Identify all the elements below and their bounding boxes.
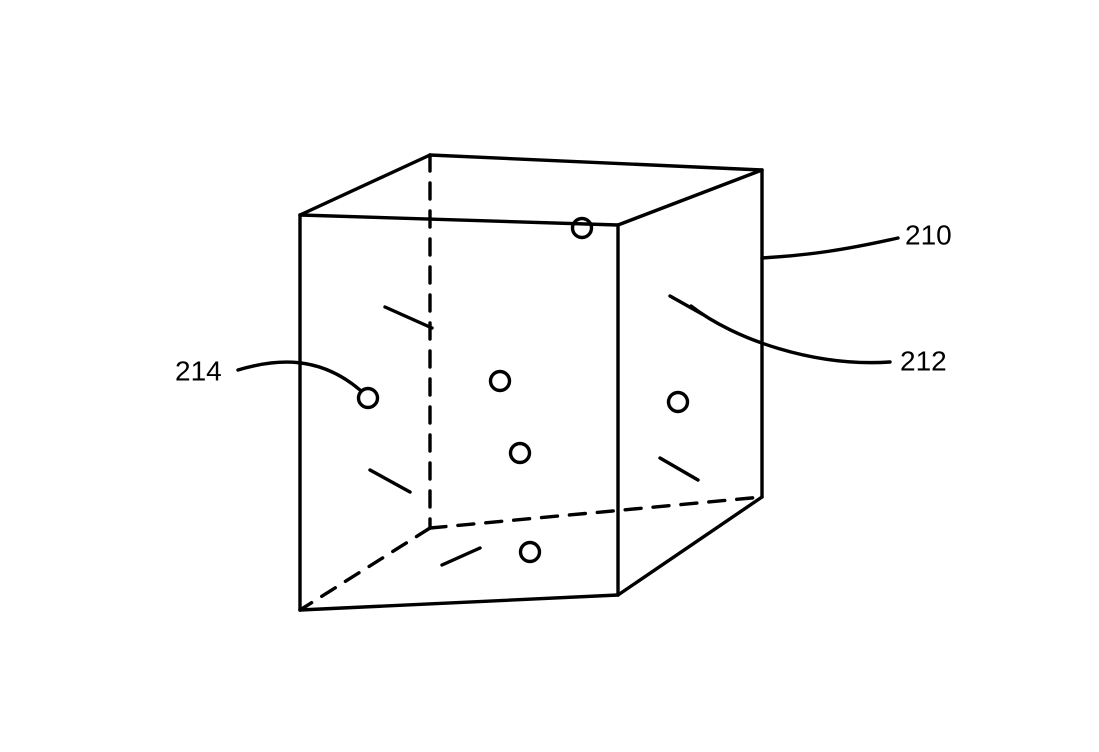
leader-line xyxy=(691,306,890,363)
leader-line xyxy=(762,238,898,258)
cube-edge xyxy=(300,595,618,610)
reference-label: 210 xyxy=(905,219,952,250)
cube-edge xyxy=(618,170,762,225)
diagram-canvas: 210 212 214 xyxy=(0,0,1099,752)
cube-edge xyxy=(300,215,618,225)
cube-edge xyxy=(430,155,762,170)
cube-edge xyxy=(618,497,762,595)
interior-circle xyxy=(573,219,592,238)
interior-circle xyxy=(521,543,540,562)
interior-circle xyxy=(491,372,510,391)
cube-edge xyxy=(300,528,430,610)
cube-edge xyxy=(430,497,762,528)
reference-label: 214 xyxy=(175,355,222,386)
interior-circle xyxy=(511,444,530,463)
interior-tick xyxy=(385,307,432,328)
interior-tick xyxy=(660,458,698,480)
cube-edge xyxy=(300,155,430,215)
reference-label: 212 xyxy=(900,345,947,376)
interior-tick xyxy=(442,548,480,565)
interior-tick xyxy=(370,470,410,492)
interior-circle xyxy=(669,393,688,412)
interior-circle xyxy=(359,389,378,408)
